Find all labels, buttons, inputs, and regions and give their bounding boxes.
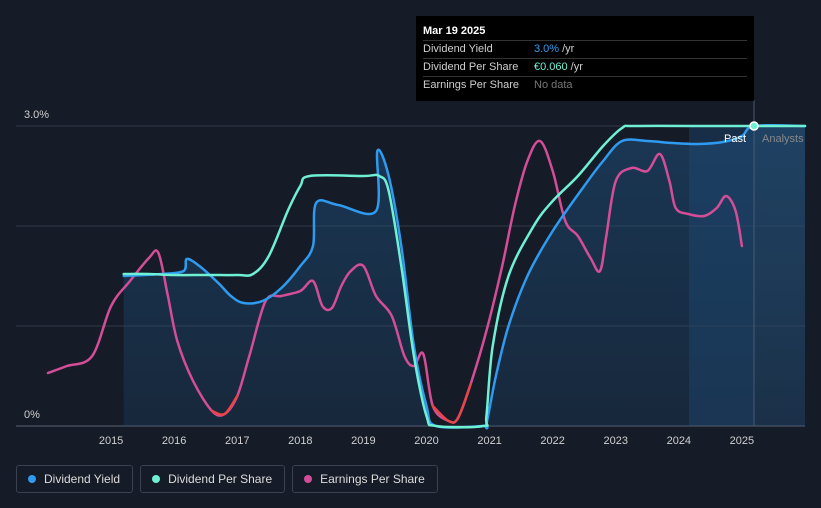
legend-dot bbox=[28, 475, 36, 483]
y-tick-label: 0% bbox=[24, 409, 40, 421]
legend: Dividend Yield Dividend Per Share Earnin… bbox=[16, 465, 438, 493]
y-tick-label: 3.0% bbox=[24, 109, 49, 121]
x-tick-label: 2018 bbox=[288, 435, 312, 447]
past-label: Past bbox=[724, 133, 746, 145]
tooltip-value: No data bbox=[534, 79, 573, 91]
eps-negative-segment bbox=[431, 382, 472, 424]
legend-label: Dividend Yield bbox=[44, 472, 121, 486]
tooltip-row-yield: Dividend Yield 3.0% /yr bbox=[423, 41, 747, 59]
tooltip-row-dps: Dividend Per Share €0.060 /yr bbox=[423, 59, 747, 77]
x-tick-label: 2015 bbox=[99, 435, 123, 447]
x-tick-label: 2025 bbox=[730, 435, 754, 447]
analysts-label: Analysts bbox=[762, 133, 804, 145]
legend-label: Dividend Per Share bbox=[168, 472, 273, 486]
eps-negative-segment bbox=[210, 394, 239, 416]
legend-earnings-per-share[interactable]: Earnings Per Share bbox=[292, 465, 438, 493]
tooltip-unit: /yr bbox=[562, 43, 575, 55]
x-tick-label: 2019 bbox=[351, 435, 375, 447]
x-tick-label: 2021 bbox=[477, 435, 501, 447]
x-tick-label: 2016 bbox=[162, 435, 186, 447]
series-line-dividend-yield bbox=[122, 124, 807, 430]
tooltip-label: Dividend Yield bbox=[423, 43, 493, 55]
series-line-earnings-per-share bbox=[46, 139, 744, 424]
dividend-yield-area bbox=[123, 125, 805, 429]
tooltip-label: Earnings Per Share bbox=[423, 79, 519, 91]
x-tick-label: 2023 bbox=[604, 435, 628, 447]
x-tick-label: 2017 bbox=[225, 435, 249, 447]
legend-dividend-yield[interactable]: Dividend Yield bbox=[16, 465, 134, 493]
legend-dividend-per-share[interactable]: Dividend Per Share bbox=[140, 465, 286, 493]
legend-label: Earnings Per Share bbox=[320, 472, 425, 486]
x-tick-label: 2024 bbox=[667, 435, 691, 447]
x-tick-label: 2022 bbox=[540, 435, 564, 447]
tooltip-value: €0.060 bbox=[534, 61, 568, 73]
legend-dot bbox=[304, 475, 313, 483]
tooltip-label: Dividend Per Share bbox=[423, 61, 519, 73]
tooltip: Mar 19 2025 Dividend Yield 3.0% /yr Divi… bbox=[416, 16, 754, 101]
hover-marker bbox=[749, 121, 759, 131]
tooltip-date: Mar 19 2025 bbox=[423, 22, 747, 41]
tooltip-unit: /yr bbox=[570, 61, 583, 73]
series-line-dividend-per-share bbox=[122, 124, 807, 429]
x-tick-label: 2020 bbox=[414, 435, 438, 447]
legend-dot bbox=[152, 475, 161, 483]
tooltip-row-eps: Earnings Per Share No data bbox=[423, 77, 747, 94]
tooltip-value: 3.0% bbox=[534, 43, 560, 55]
